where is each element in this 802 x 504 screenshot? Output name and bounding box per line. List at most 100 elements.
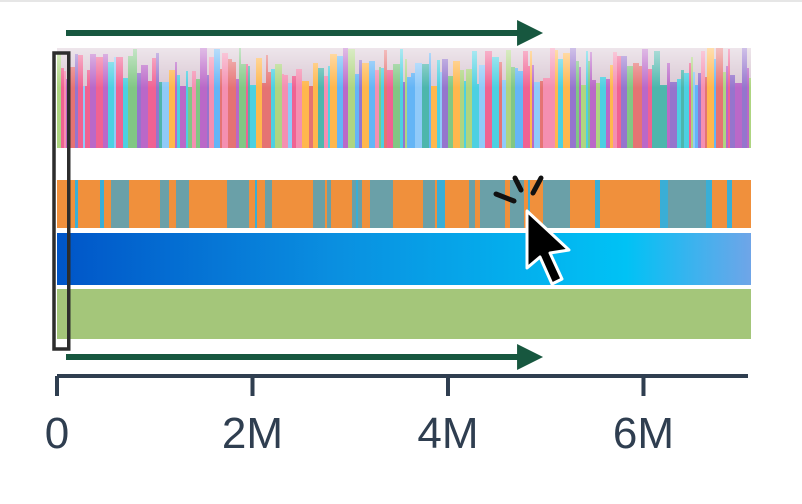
- multicolor-segment: [114, 57, 116, 148]
- multicolor-segment: [309, 86, 313, 148]
- two-tone-segment: [176, 180, 189, 228]
- multicolor-segment: [518, 71, 523, 148]
- multicolor-segment: [250, 85, 256, 148]
- multicolor-segment: [563, 53, 570, 148]
- multicolor-segment: [108, 62, 114, 148]
- two-tone-segment: [435, 180, 437, 228]
- two-tone-segment: [732, 180, 734, 228]
- multicolor-segment: [411, 73, 415, 148]
- two-tone-segment: [265, 180, 272, 228]
- multicolor-segment: [695, 85, 698, 148]
- two-tone-segment: [221, 180, 227, 228]
- multicolor-segment: [348, 49, 355, 148]
- multicolor-segment: [534, 82, 540, 148]
- multicolor-segment: [652, 65, 654, 148]
- multicolor-segment: [543, 78, 550, 148]
- two-tone-segment: [634, 180, 639, 228]
- two-tone-segment: [660, 180, 668, 228]
- multicolor-segment: [87, 70, 90, 148]
- multicolor-segment: [422, 64, 429, 148]
- multicolor-segment: [387, 70, 393, 148]
- multicolor-segment: [405, 59, 407, 148]
- two-tone-segment: [356, 180, 358, 228]
- two-tone-segment: [249, 180, 255, 228]
- two-tone-segment: [75, 180, 78, 228]
- track-green[interactable]: [57, 289, 751, 339]
- multicolor-segment: [207, 75, 209, 148]
- two-tone-segment: [327, 180, 329, 228]
- multicolor-segment: [660, 85, 667, 148]
- two-tone-segment: [341, 180, 348, 228]
- multicolor-segment: [742, 48, 747, 148]
- two-tone-segment: [348, 180, 352, 228]
- multicolor-segment: [169, 70, 175, 148]
- track-two-tone[interactable]: [57, 180, 751, 228]
- multicolor-segment: [400, 49, 403, 148]
- multicolor-segment: [610, 65, 613, 148]
- multicolor-segment: [437, 60, 440, 148]
- multicolor-segment: [684, 73, 689, 148]
- x-axis: [55, 374, 748, 396]
- multicolor-segment: [453, 61, 460, 148]
- multicolor-segment: [693, 72, 695, 148]
- two-tone-segment: [445, 180, 451, 228]
- selection-window[interactable]: [52, 51, 71, 351]
- arrow-top: [66, 20, 544, 46]
- track-gradient[interactable]: [57, 233, 751, 285]
- multicolor-segment: [241, 64, 246, 148]
- two-tone-segment: [524, 180, 528, 228]
- two-tone-segment: [238, 180, 245, 228]
- track-multicolor[interactable]: [57, 48, 751, 148]
- two-tone-segment: [482, 180, 488, 228]
- multicolor-segment: [627, 66, 633, 148]
- multicolor-segment: [617, 56, 621, 148]
- multicolor-segment: [78, 55, 83, 148]
- multicolor-segment: [302, 81, 309, 148]
- two-tone-segment: [647, 180, 655, 228]
- multicolor-segment: [464, 81, 466, 148]
- multicolor-segment: [232, 62, 236, 148]
- multicolor-segment: [343, 48, 348, 148]
- multicolor-segment: [590, 52, 592, 148]
- multicolor-segment: [747, 68, 749, 148]
- two-tone-segment: [622, 180, 627, 228]
- multicolor-segment: [116, 57, 123, 148]
- multicolor-segment: [726, 66, 728, 148]
- multicolor-segment: [540, 81, 543, 148]
- multicolor-segment: [555, 50, 558, 148]
- two-tone-segment: [655, 180, 660, 228]
- multicolor-segment: [175, 62, 177, 148]
- two-tone-segment: [727, 180, 732, 228]
- two-tone-segment: [642, 180, 645, 228]
- click-cursor-icon: [493, 175, 571, 286]
- multicolor-segment: [670, 82, 677, 148]
- multicolor-segment: [705, 77, 707, 148]
- multicolor-segment: [442, 59, 448, 148]
- multicolor-segment: [188, 87, 192, 148]
- multicolor-segment: [282, 74, 284, 148]
- two-tone-segment: [257, 180, 265, 228]
- multicolor-segment: [355, 74, 359, 148]
- two-tone-segment: [505, 180, 510, 228]
- two-tone-segment: [530, 180, 534, 228]
- multicolor-segment: [200, 48, 207, 148]
- two-tone-segment: [245, 180, 249, 228]
- multicolor-segment: [375, 70, 379, 148]
- multicolor-segment: [403, 82, 405, 148]
- multicolor-segment: [681, 70, 684, 148]
- two-tone-segment: [437, 180, 445, 228]
- top-divider: [0, 0, 802, 2]
- multicolor-segment: [477, 84, 479, 148]
- two-tone-segment: [331, 180, 333, 228]
- multicolor-segment: [460, 70, 464, 148]
- two-tone-segment: [362, 180, 370, 228]
- multicolor-segment: [579, 67, 581, 148]
- axis-tick-label: 4M: [417, 409, 479, 458]
- two-tone-segment: [548, 180, 570, 228]
- two-tone-segment: [117, 180, 122, 228]
- two-tone-segment: [104, 180, 111, 228]
- two-tone-segment: [313, 180, 320, 228]
- two-tone-segment: [747, 180, 751, 228]
- multicolor-segment: [429, 53, 431, 148]
- axis-tick-label: 2M: [221, 409, 284, 458]
